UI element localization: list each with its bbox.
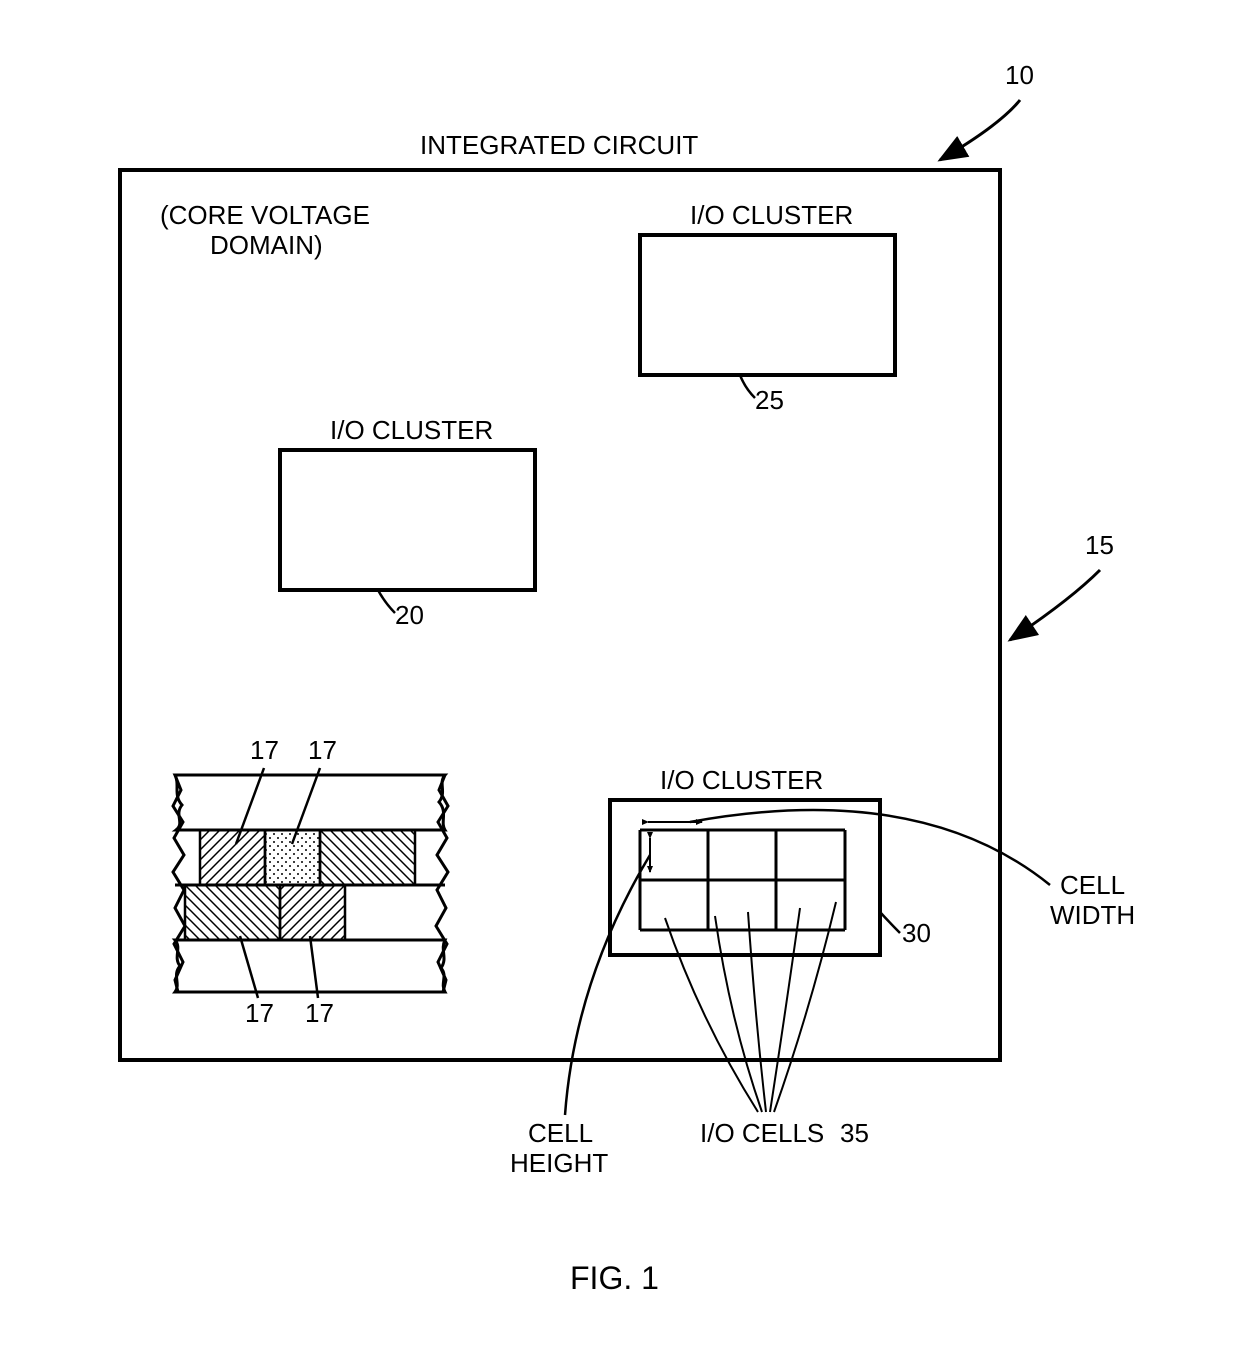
figure-label: FIG. 1	[570, 1260, 659, 1297]
cluster-30-label: I/O CLUSTER	[660, 765, 823, 796]
io-grid	[640, 830, 845, 930]
io-cells-ref: 35	[840, 1118, 869, 1149]
cell-height-label-1: CELL	[528, 1118, 593, 1149]
core-label-line2: DOMAIN)	[210, 230, 323, 261]
ref-10-arrow	[940, 100, 1020, 160]
cluster-25-label: I/O CLUSTER	[690, 200, 853, 231]
io-cells-label: I/O CELLS	[700, 1118, 824, 1149]
cluster-25-ref: 25	[755, 385, 784, 416]
ref-15-arrow	[1010, 570, 1100, 640]
cell-width-label-2: WIDTH	[1050, 900, 1135, 931]
core-label-line1: (CORE VOLTAGE	[160, 200, 370, 231]
ref-17-bottom-2: 17	[305, 998, 334, 1029]
cluster-20-label: I/O CLUSTER	[330, 415, 493, 446]
swatch-top-edge	[175, 775, 445, 830]
cluster-30-leader	[880, 912, 900, 933]
cluster-20-ref: 20	[395, 600, 424, 631]
ref-17-bottom-1: 17	[245, 998, 274, 1029]
ref-15-label: 15	[1085, 530, 1114, 561]
ref-10-label: 10	[1005, 60, 1034, 91]
swatch-block	[172, 775, 448, 992]
cell-height-leader	[565, 855, 650, 1115]
io-cells-leaders	[665, 902, 836, 1112]
ref-17-top-2: 17	[308, 735, 337, 766]
cluster-30-box	[610, 800, 880, 955]
ref-17-top-1: 17	[250, 735, 279, 766]
cluster-20-box	[280, 450, 535, 590]
swatch-bottom-edge	[175, 940, 445, 992]
cluster-25-leader	[740, 375, 755, 398]
title-label: INTEGRATED CIRCUIT	[420, 130, 698, 161]
cluster-30-ref: 30	[902, 918, 931, 949]
cluster-20-leader	[378, 590, 395, 613]
cell-height-label-2: HEIGHT	[510, 1148, 608, 1179]
figure-canvas: INTEGRATED CIRCUIT 10 15 (CORE VOLTAGE D…	[0, 0, 1240, 1349]
cluster-25-box	[640, 235, 895, 375]
cell-width-label-1: CELL	[1060, 870, 1125, 901]
cell-width-leader	[690, 810, 1050, 885]
